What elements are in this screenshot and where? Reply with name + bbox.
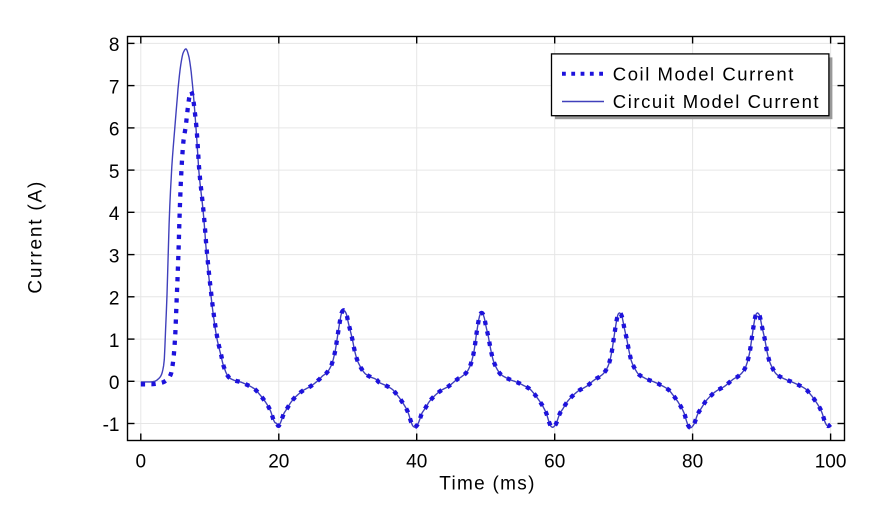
svg-text:60: 60 — [544, 451, 565, 472]
svg-text:1: 1 — [109, 331, 120, 352]
svg-text:100: 100 — [815, 451, 847, 472]
svg-text:8: 8 — [109, 35, 120, 56]
svg-text:4: 4 — [109, 204, 120, 225]
svg-text:5: 5 — [109, 162, 120, 183]
svg-text:40: 40 — [406, 451, 427, 472]
svg-text:0: 0 — [136, 451, 147, 472]
svg-text:2: 2 — [109, 289, 120, 310]
svg-text:Coil Model Current: Coil Model Current — [613, 63, 795, 84]
svg-text:3: 3 — [109, 246, 120, 267]
svg-text:Circuit Model Current: Circuit Model Current — [613, 91, 820, 112]
svg-text:80: 80 — [682, 451, 703, 472]
svg-text:20: 20 — [268, 451, 289, 472]
svg-text:Time (ms): Time (ms) — [439, 474, 535, 495]
svg-text:0: 0 — [109, 373, 120, 394]
svg-text:6: 6 — [109, 120, 120, 141]
svg-text:Current (A): Current (A) — [26, 180, 47, 294]
svg-text:-1: -1 — [103, 415, 120, 436]
svg-text:7: 7 — [109, 77, 120, 98]
